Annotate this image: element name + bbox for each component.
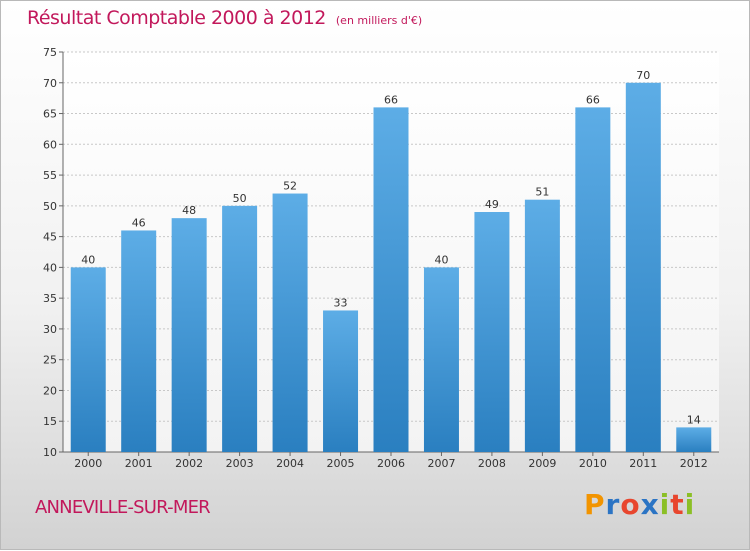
proxiti-logo: Proxiti [584, 488, 695, 521]
x-tick-label-2001: 2001 [125, 457, 153, 470]
bar-2006 [373, 107, 409, 452]
y-tick-label-45: 45 [43, 231, 57, 244]
x-tick-label-2012: 2012 [680, 457, 708, 470]
x-tick-label-2002: 2002 [175, 457, 203, 470]
commune-name: ANNEVILLE-SUR-MER [35, 497, 211, 518]
chart-subtitle: (en milliers d'€) [335, 14, 423, 27]
y-tick-label-20: 20 [43, 384, 57, 397]
brand-letter-5: i [659, 488, 671, 521]
value-label-2007: 40 [434, 253, 448, 266]
value-label-2012: 14 [687, 413, 701, 426]
brand-letter-7: i [684, 488, 696, 521]
brand-letter-6: t [670, 488, 685, 521]
value-label-2000: 40 [81, 253, 95, 266]
bar-2005 [323, 310, 359, 452]
value-label-2001: 46 [132, 216, 146, 229]
y-tick-label-10: 10 [43, 446, 57, 459]
value-label-2002: 48 [182, 204, 196, 217]
bar-2003 [222, 205, 258, 452]
y-tick-label-75: 75 [43, 46, 57, 59]
bar-2004 [272, 193, 308, 453]
y-tick-label-50: 50 [43, 200, 57, 213]
x-tick-label-2011: 2011 [629, 457, 657, 470]
x-tick-label-2008: 2008 [478, 457, 506, 470]
value-label-2006: 66 [384, 93, 398, 106]
bar-2001 [121, 230, 157, 452]
y-tick-label-15: 15 [43, 415, 57, 428]
bar-2012 [676, 427, 712, 452]
bar-2010 [575, 107, 611, 452]
value-label-2009: 51 [535, 186, 549, 199]
y-tick-label-40: 40 [43, 261, 57, 274]
value-label-2010: 66 [586, 93, 600, 106]
x-tick-label-2010: 2010 [579, 457, 607, 470]
brand-letter-3: o [620, 488, 641, 521]
x-tick-label-2007: 2007 [427, 457, 455, 470]
bar-2000 [70, 267, 106, 452]
y-tick-label-25: 25 [43, 354, 57, 367]
x-tick-label-2000: 2000 [74, 457, 102, 470]
value-label-2008: 49 [485, 198, 499, 211]
bar-2007 [423, 267, 459, 452]
x-tick-label-2005: 2005 [327, 457, 355, 470]
x-tick-label-2009: 2009 [528, 457, 556, 470]
brand-letter-2: r [605, 488, 621, 521]
x-tick-label-2004: 2004 [276, 457, 304, 470]
bar-2011 [625, 82, 661, 453]
chart-title: Résultat Comptable 2000 à 2012 (en millie… [27, 7, 423, 29]
brand-letter-1: P [584, 488, 606, 521]
x-tick-label-2006: 2006 [377, 457, 405, 470]
value-label-2005: 33 [334, 296, 348, 309]
y-tick-label-55: 55 [43, 169, 57, 182]
bar-2008 [474, 212, 510, 452]
value-label-2004: 52 [283, 180, 297, 193]
y-tick-label-30: 30 [43, 323, 57, 336]
y-tick-label-70: 70 [43, 77, 57, 90]
x-tick-label-2003: 2003 [226, 457, 254, 470]
value-label-2003: 50 [233, 192, 247, 205]
brand-letter-4: x [640, 488, 660, 521]
bar-2009 [524, 199, 560, 452]
value-label-2011: 70 [636, 69, 650, 82]
y-tick-label-35: 35 [43, 292, 57, 305]
bar-2002 [171, 218, 207, 452]
y-tick-label-60: 60 [43, 138, 57, 151]
y-tick-label-65: 65 [43, 108, 57, 121]
